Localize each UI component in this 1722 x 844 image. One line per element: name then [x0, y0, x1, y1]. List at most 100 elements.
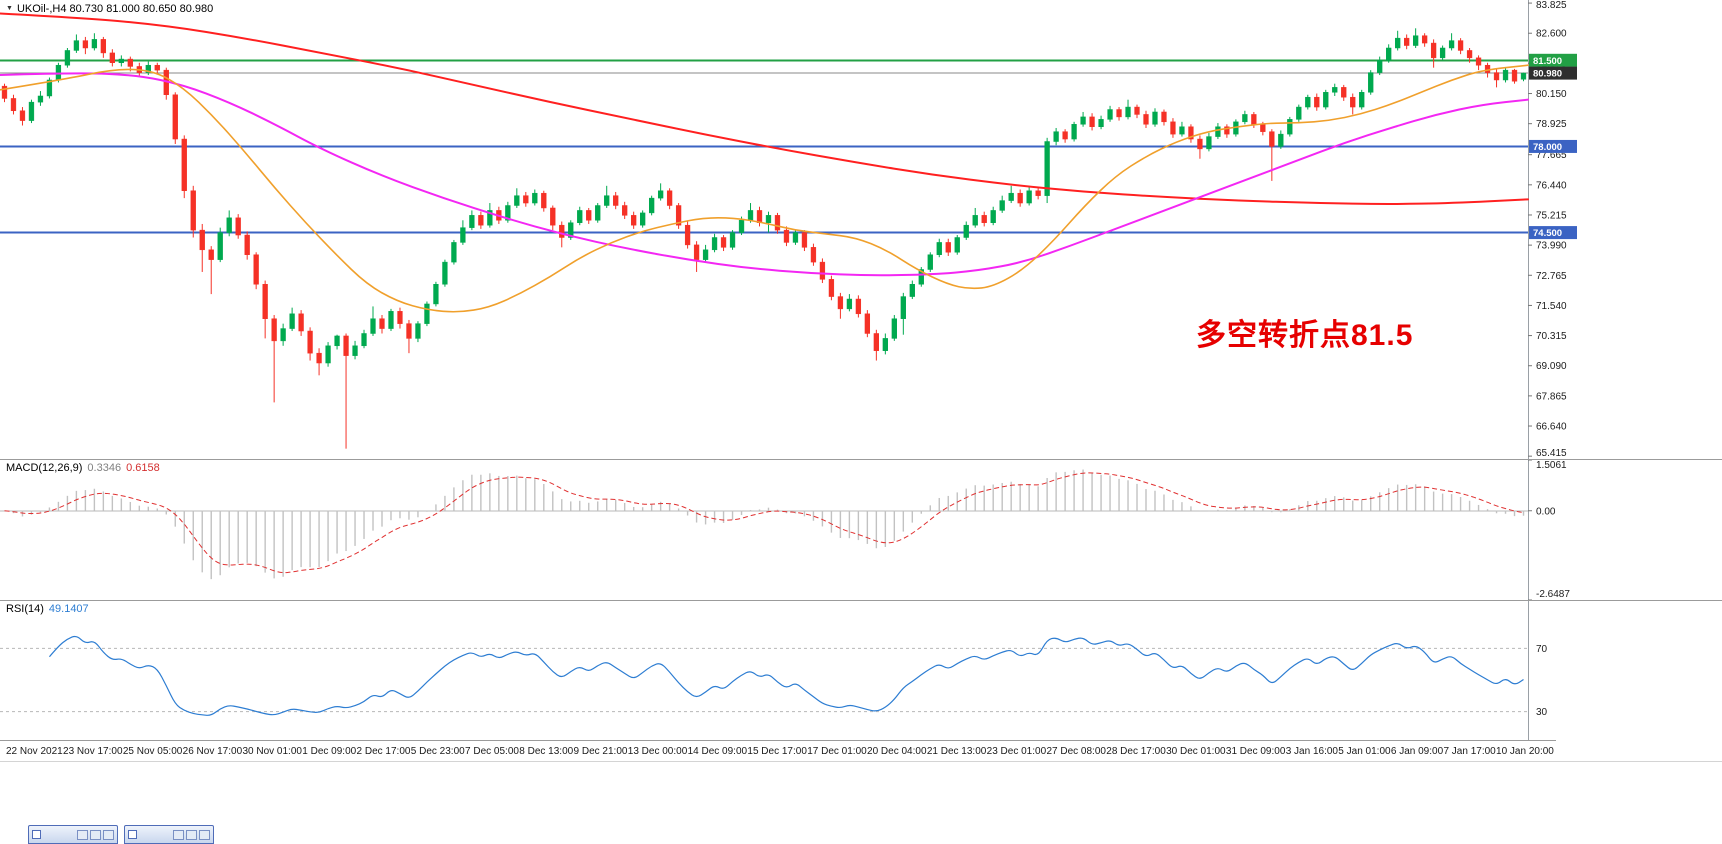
candle-body [1395, 37, 1401, 49]
price-badge-text: 78.000 [1533, 142, 1562, 153]
candle-body [505, 205, 511, 221]
candle-body [181, 138, 187, 191]
candle-body [1116, 109, 1122, 118]
candle-body [981, 215, 987, 223]
candle-body [1368, 72, 1374, 93]
candle-body [208, 249, 214, 260]
window-close-button[interactable] [199, 829, 210, 840]
candle-body [1466, 50, 1473, 59]
candle-body [1323, 92, 1329, 108]
slow-ma-red [0, 12, 1529, 205]
candle-body [478, 215, 484, 226]
candle-body [1098, 119, 1104, 127]
candle-body [810, 247, 817, 263]
axis-tick-label: -2.6487 [1536, 589, 1570, 600]
candle-body [720, 237, 727, 248]
candle-body [271, 318, 277, 342]
candle-body [1475, 57, 1482, 66]
candlesticks [1, 28, 1527, 449]
candle-body [783, 229, 790, 243]
candle-body [1152, 111, 1158, 125]
time-label: 7 Jan 17:00 [1443, 745, 1496, 757]
candle-body [1170, 121, 1176, 135]
rsi-canvas[interactable]: 70 30 [0, 601, 1722, 740]
candle-body [235, 217, 241, 236]
candle-body [819, 261, 826, 280]
candle-body [1484, 64, 1491, 73]
annotation-text-object[interactable]: 多空转折点81.5 [1196, 319, 1414, 352]
rsi-name: RSI(14) [6, 603, 44, 615]
candle-body [406, 323, 412, 339]
candle-body [118, 58, 124, 64]
window-close-button[interactable] [103, 829, 114, 840]
minimized-chart-window-2[interactable] [124, 825, 214, 844]
window-maximize-button[interactable] [90, 829, 101, 840]
window-restore-button[interactable] [173, 829, 184, 840]
candle-body [1251, 114, 1257, 125]
candle-body [756, 210, 763, 223]
candle-body [846, 298, 853, 310]
candle-body [1017, 192, 1023, 204]
candle-body [837, 296, 844, 310]
axis-tick-label: 70.315 [1536, 331, 1567, 342]
candle-body [927, 254, 933, 270]
time-label: 20 Dec 04:00 [867, 745, 927, 757]
time-label: 30 Nov 01:00 [242, 745, 302, 757]
candle-body [1404, 37, 1410, 46]
candle-body [532, 192, 538, 204]
candle-body [577, 210, 583, 223]
candle-body [855, 298, 862, 315]
window-restore-button[interactable] [77, 829, 88, 840]
price-badge-74.500 [1529, 226, 1577, 240]
axis-tick-label: 72.765 [1536, 271, 1567, 282]
axis-tick-label: 70 [1536, 644, 1548, 655]
candle-body [613, 195, 619, 206]
candle-body [792, 232, 799, 243]
time-label: 17 Dec 01:00 [807, 745, 867, 757]
candle-body [765, 215, 772, 223]
chart-title-text: UKOil-,H4 80.730 81.000 80.650 80.980 [16, 3, 214, 15]
candle-body [1044, 141, 1050, 196]
axis-tick-label: 82.600 [1536, 29, 1567, 40]
time-label: 2 Dec 17:00 [356, 745, 411, 757]
candle-body [370, 318, 376, 334]
candle-body [415, 323, 421, 339]
candle-body [801, 232, 808, 248]
candle-body [91, 39, 98, 49]
time-label: 28 Dec 17:00 [1106, 745, 1166, 757]
price-chart-canvas[interactable]: 83.82582.60081.37580.15078.92577.66576.4… [0, 0, 1722, 459]
candle-body [711, 237, 718, 251]
candle-body [882, 338, 888, 351]
axis-tick-label: 83.825 [1536, 0, 1567, 11]
price-badge-78.000 [1529, 139, 1577, 153]
time-axis[interactable]: 22 Nov 2021 23 Nov 17:00 25 Nov 05:00 26 No… [0, 740, 1556, 761]
candle-body [891, 318, 897, 339]
axis-tick-label: 75.215 [1536, 210, 1567, 221]
macd-label: MACD(12,26,9) 0.3346 0.6158 [6, 462, 160, 474]
macd-canvas[interactable]: 1.5061 0.00 -2.6487 [0, 460, 1722, 600]
candle-body [514, 195, 520, 206]
candle-body [1125, 106, 1131, 118]
dropdown-triangle-icon[interactable]: ▼ [6, 5, 13, 12]
candle-body [433, 284, 439, 305]
candle-body [397, 311, 403, 324]
minimized-chart-window-1[interactable] [28, 825, 118, 844]
time-label: 1 Dec 09:00 [302, 745, 357, 757]
time-label: 5 Dec 23:00 [410, 745, 465, 757]
candle-body [334, 335, 340, 347]
candle-body [1224, 126, 1230, 135]
time-label: 31 Dec 09:00 [1225, 745, 1286, 757]
candle-body [19, 110, 26, 121]
candle-body [1053, 131, 1059, 142]
candle-body [675, 205, 682, 226]
candle-body [1511, 69, 1518, 82]
candle-body [1089, 116, 1095, 127]
candle-body [1188, 126, 1194, 140]
candle-body [622, 205, 628, 216]
candle-body [1413, 35, 1419, 46]
candle-body [1143, 114, 1149, 125]
window-maximize-button[interactable] [186, 829, 197, 840]
axis-tick-label: 73.990 [1536, 241, 1567, 252]
candle-body [1215, 126, 1221, 137]
candle-body [199, 229, 205, 251]
